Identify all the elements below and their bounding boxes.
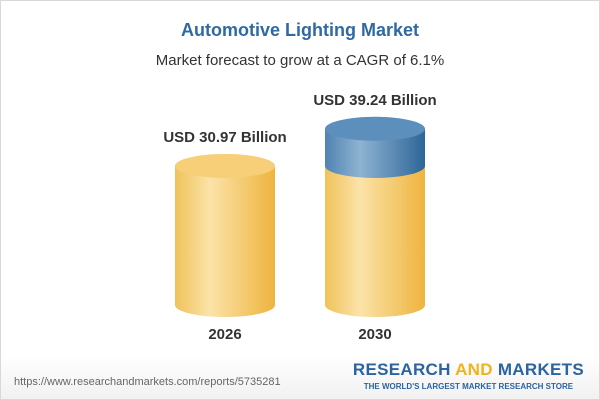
research-and-markets-logo: RESEARCH AND MARKETS THE WORLD'S LARGEST…: [352, 360, 584, 391]
cylinder-top-2026: [175, 153, 275, 178]
data-label: USD 39.24 Billion: [313, 92, 436, 109]
data-label: USD 30.97 Billion: [163, 129, 286, 146]
cylinder-chart: USD 30.97 Billion 2026 USD 39.24 Billion 20…: [163, 92, 436, 343]
report-url[interactable]: https://www.researchandmarkets.com/repor…: [14, 376, 281, 388]
chart-subtitle: Market forecast to grow at a CAGR of 6.1…: [155, 52, 445, 69]
chart-title: Automotive Lighting Market: [181, 20, 419, 40]
cylinder-growth-2030: [325, 128, 425, 178]
cylinder-base-2030: [325, 165, 425, 317]
category-label: 2026: [208, 326, 241, 343]
cylinder-base-2026: [175, 165, 275, 317]
cylinder-top-2030: [325, 116, 425, 141]
category-label: 2030: [358, 326, 391, 343]
footer: [1, 355, 599, 399]
